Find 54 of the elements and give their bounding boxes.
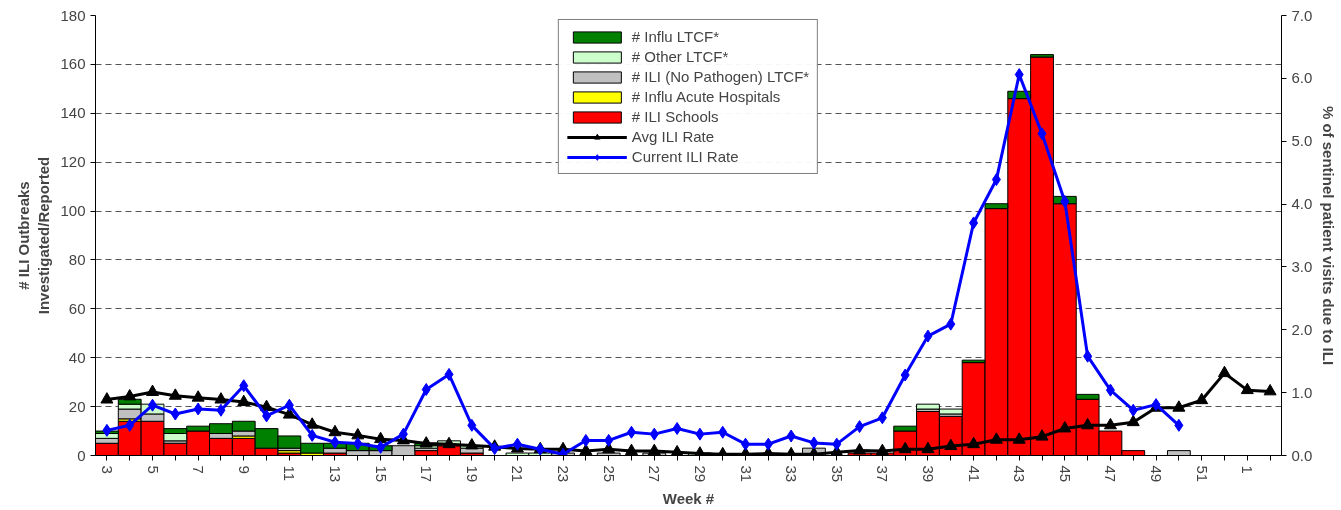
y2-tick-label: 1.0 (1291, 383, 1313, 401)
x-tick-label: 51 (1193, 465, 1211, 483)
y2-tick-label: 4.0 (1291, 195, 1313, 213)
y-tick-label: 140 (60, 104, 86, 122)
x-tick-label: 43 (1011, 465, 1029, 483)
x-tick-label: 5 (144, 465, 162, 474)
legend-label: # ILI Schools (631, 108, 719, 125)
legend-label: # Other LTCF* (631, 48, 729, 65)
x-axis-title: Week # (662, 490, 715, 508)
legend-label: # Influ Acute Hospitals (631, 88, 781, 105)
x-tick-label: 1 (1239, 465, 1257, 474)
y-tick-label: 0 (77, 446, 86, 464)
x-tick-label: 17 (418, 465, 436, 483)
legend-label: Avg ILI Rate (631, 128, 715, 145)
y-axis-title: # ILI Outbreaks Investigated/Reported (15, 156, 53, 315)
x-tick-label: 29 (691, 465, 709, 483)
y-tick-label: 180 (60, 6, 86, 24)
y2-tick-label: 0.0 (1291, 446, 1313, 464)
x-tick-label: 13 (326, 465, 344, 483)
legend-label: # ILI (No Pathogen) LTCF* (631, 68, 810, 85)
y-tick-label: 20 (68, 397, 86, 415)
x-tick-label: 21 (509, 465, 527, 483)
x-tick-label: 19 (463, 465, 481, 483)
x-tick-label: 45 (1056, 465, 1074, 483)
y2-tick-label: 7.0 (1291, 6, 1313, 24)
x-tick-label: 15 (372, 465, 390, 483)
y-tick-label: 60 (68, 299, 86, 317)
x-tick-label: 41 (965, 465, 983, 483)
y-tick-label: 100 (60, 202, 86, 220)
x-tick-label: 35 (828, 465, 846, 483)
y-tick-label: 120 (60, 153, 86, 171)
x-tick-label: 39 (919, 465, 937, 483)
x-tick-label: 33 (783, 465, 801, 483)
x-tick-label: 7 (190, 465, 208, 474)
legend-label: # Influ LTCF* (631, 28, 720, 45)
y-tick-label: 160 (60, 55, 86, 73)
x-tick-label: 31 (737, 465, 755, 483)
y2-tick-label: 3.0 (1291, 257, 1313, 275)
x-tick-label: 25 (600, 465, 618, 483)
x-tick-label: 9 (235, 465, 253, 474)
y2-axis-title: % of sentinel patient visits due to ILI (1320, 105, 1338, 366)
y-tick-label: 40 (68, 348, 86, 366)
y-tick-label: 80 (68, 250, 86, 268)
x-tick-label: 37 (874, 465, 892, 483)
x-tick-label: 11 (281, 465, 299, 482)
legend-label: Current ILI Rate (631, 148, 739, 165)
y2-tick-label: 2.0 (1291, 320, 1313, 338)
x-tick-label: 23 (555, 465, 573, 483)
y2-tick-label: 5.0 (1291, 132, 1313, 150)
x-tick-label: 47 (1102, 465, 1120, 483)
y2-tick-label: 6.0 (1291, 69, 1313, 87)
x-tick-label: 27 (646, 465, 664, 483)
x-tick-label: 3 (98, 465, 116, 474)
x-tick-label: 49 (1148, 465, 1166, 483)
